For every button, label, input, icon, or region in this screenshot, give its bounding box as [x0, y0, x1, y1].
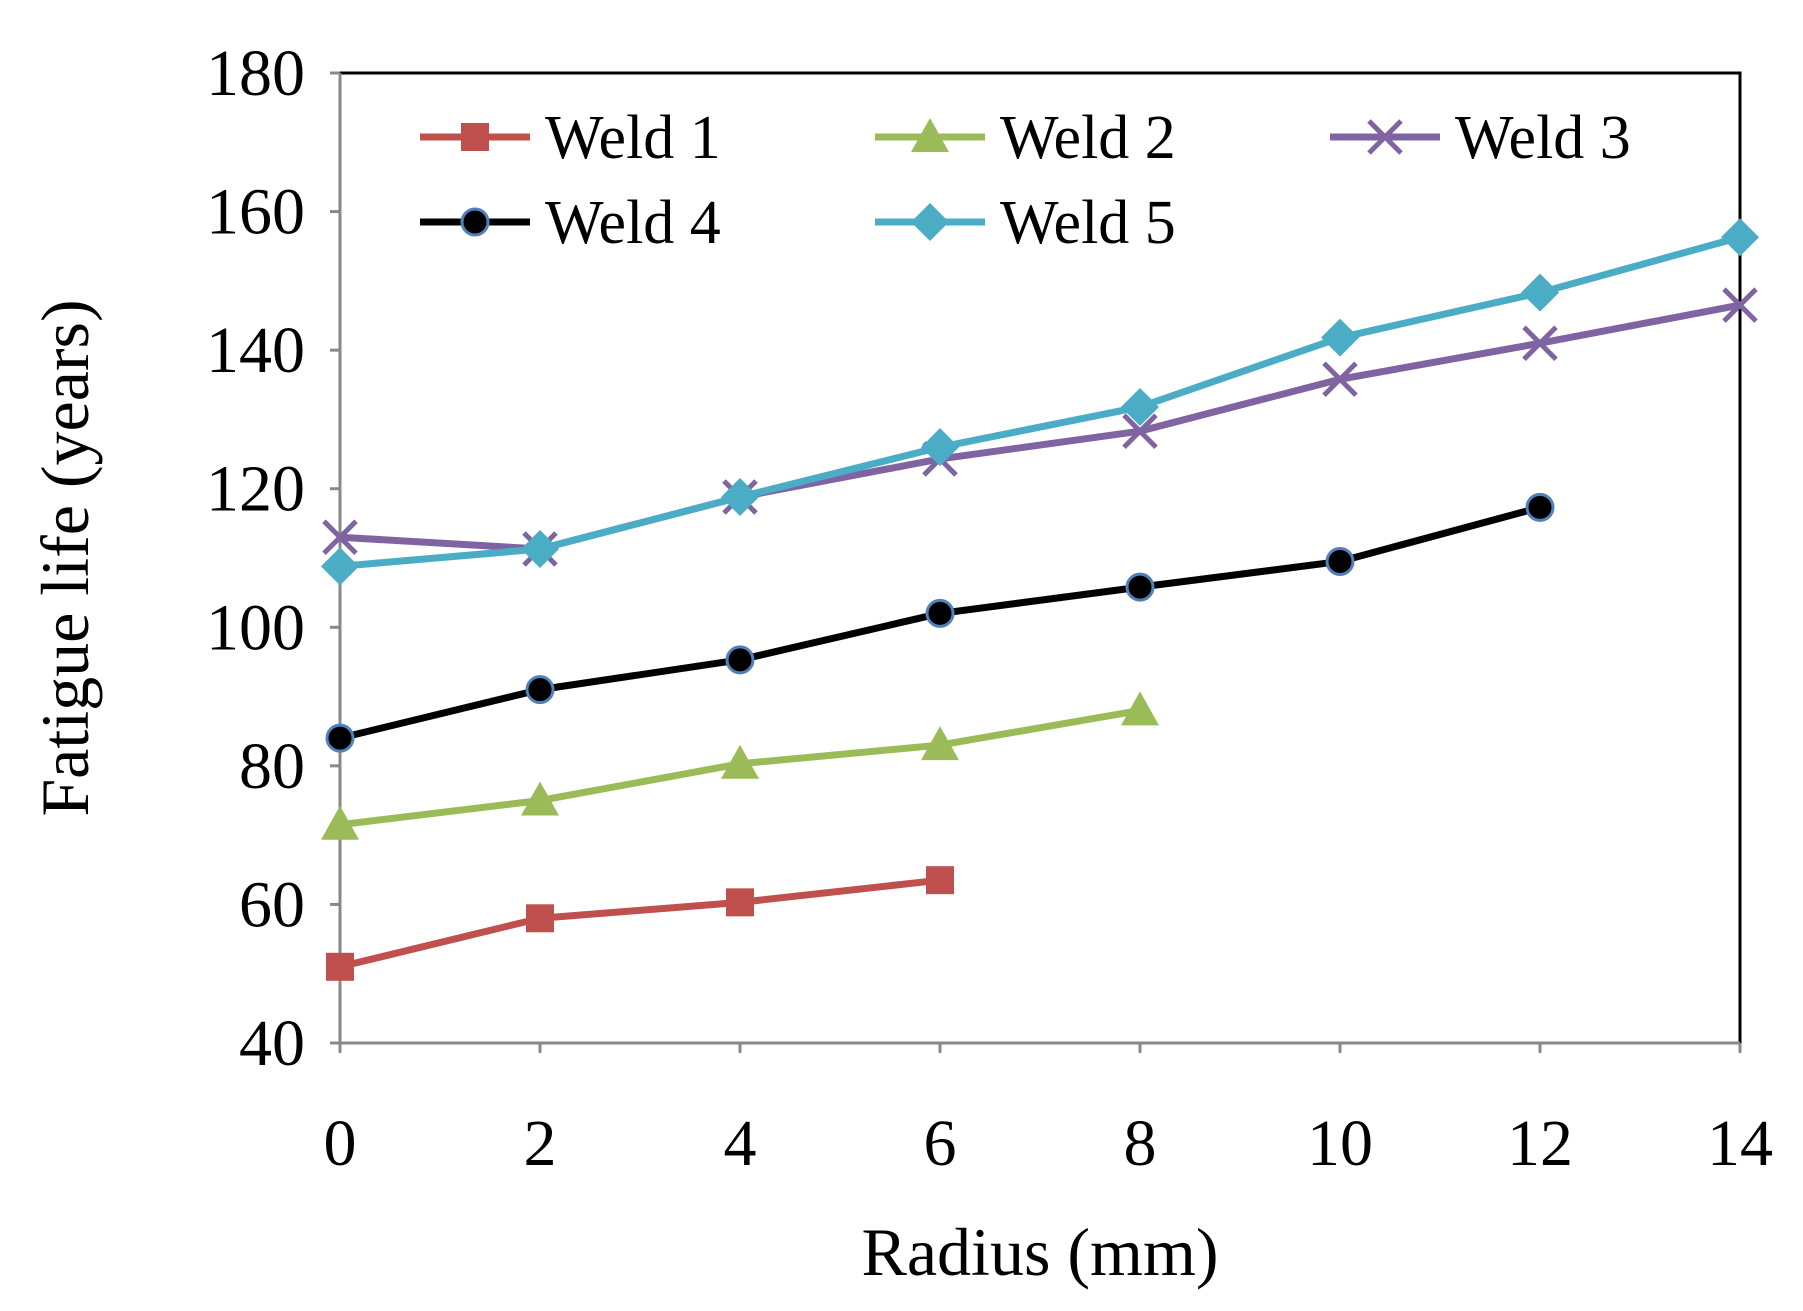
legend-label: Weld 2 [1000, 104, 1176, 172]
legend-label: Weld 5 [1000, 189, 1176, 257]
data-point-weld-4 [325, 723, 355, 753]
series-weld-4 [325, 492, 1555, 753]
legend-marker [460, 207, 490, 237]
data-point-weld-5 [1721, 218, 1759, 257]
series-line-weld-5 [339, 233, 1741, 570]
data-point-weld-2 [1121, 691, 1159, 726]
x-axis-label: Radius (mm) [862, 1214, 1219, 1290]
legend-marker [1367, 119, 1403, 155]
data-point-weld-2 [721, 744, 759, 779]
x-tick-label: 8 [1124, 1107, 1157, 1180]
data-point-weld-5 [521, 529, 559, 568]
y-axis-label: Fatigue life (years) [27, 299, 103, 816]
data-point-weld-3 [1722, 287, 1758, 323]
data-point-weld-5 [321, 547, 359, 586]
legend-item-weld-5: Weld 5 [875, 189, 1176, 257]
x-tick-label: 0 [324, 1107, 357, 1180]
x-tick-label: 10 [1307, 1107, 1373, 1180]
series-layer [321, 218, 1759, 981]
data-point-weld-1 [726, 888, 754, 917]
y-tick-label: 60 [239, 868, 305, 941]
legend-item-weld-4: Weld 4 [420, 189, 721, 257]
series-line-weld-1 [339, 876, 941, 971]
legend-marker [911, 118, 949, 152]
data-point-weld-2 [321, 805, 359, 840]
y-tick-label: 100 [206, 591, 305, 664]
data-point-weld-1 [526, 904, 554, 933]
legend-label: Weld 4 [545, 189, 721, 257]
y-axis: 40 60 80 100 120 140 160 180 [206, 37, 340, 1080]
x-tick-label: 4 [724, 1107, 757, 1180]
data-point-weld-3 [1122, 413, 1158, 449]
y-tick-label: 160 [206, 176, 305, 249]
series-weld-5 [321, 218, 1759, 586]
data-point-weld-5 [1521, 273, 1559, 312]
data-point-weld-5 [1321, 318, 1359, 357]
legend-label: Weld 3 [1455, 104, 1631, 172]
data-point-weld-5 [1121, 387, 1159, 426]
y-tick-label: 40 [239, 1007, 305, 1080]
data-point-weld-3 [1322, 361, 1358, 398]
data-point-weld-5 [921, 428, 959, 467]
legend-label: Weld 1 [545, 104, 721, 172]
x-axis: 0 2 4 6 8 10 12 14 [324, 1043, 1773, 1180]
data-point-weld-4 [1125, 572, 1155, 602]
data-point-weld-4 [1525, 492, 1555, 522]
legend-marker [461, 123, 489, 151]
legend-item-weld-2: Weld 2 [875, 104, 1176, 172]
y-tick-label: 80 [239, 730, 305, 803]
y-tick-label: 120 [206, 453, 305, 526]
y-tick-label: 180 [206, 37, 305, 110]
legend-marker [911, 203, 949, 241]
data-point-weld-3 [1522, 325, 1558, 361]
data-point-weld-4 [925, 598, 955, 628]
legend-item-weld-3: Weld 3 [1330, 104, 1631, 172]
data-point-weld-4 [1325, 546, 1355, 576]
x-tick-label: 14 [1707, 1107, 1773, 1180]
data-point-weld-2 [921, 726, 959, 761]
series-weld-1 [326, 866, 954, 981]
x-tick-label: 12 [1507, 1107, 1573, 1180]
data-point-weld-4 [525, 675, 555, 705]
y-tick-label: 140 [206, 314, 305, 387]
data-point-weld-4 [725, 645, 755, 675]
x-tick-label: 2 [524, 1107, 557, 1180]
data-point-weld-5 [721, 478, 759, 517]
data-point-weld-3 [322, 519, 358, 555]
series-weld-2 [321, 691, 1159, 840]
x-tick-label: 6 [924, 1107, 957, 1180]
legend: Weld 1 Weld 2 Weld 3 Weld 4 Weld 5 [420, 104, 1631, 257]
data-point-weld-2 [521, 781, 559, 816]
data-point-weld-1 [326, 952, 354, 981]
data-point-weld-1 [926, 866, 954, 895]
legend-item-weld-1: Weld 1 [420, 104, 721, 172]
